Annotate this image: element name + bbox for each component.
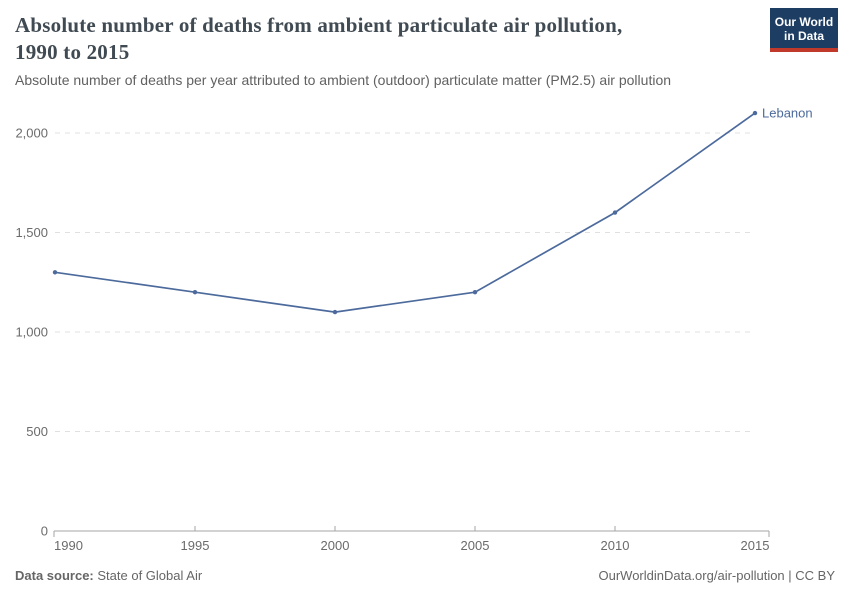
owid-logo[interactable]: Our World in Data — [770, 8, 838, 52]
data-point[interactable] — [332, 309, 338, 315]
chart-subtitle: Absolute number of deaths per year attri… — [15, 72, 672, 88]
data-source-value: State of Global Air — [97, 568, 203, 583]
x-axis-tick-label: 2000 — [321, 538, 350, 553]
page-title: Absolute number of deaths from ambient p… — [15, 12, 622, 66]
chart-footer: Data source: State of Global Air OurWorl… — [15, 568, 835, 583]
y-axis-tick-label: 0 — [41, 524, 48, 539]
data-point[interactable] — [192, 290, 198, 295]
x-axis-tick-label: 2015 — [741, 538, 770, 553]
x-axis-tick-label: 2010 — [601, 538, 630, 553]
series-label-lebanon[interactable]: Lebanon — [762, 106, 813, 121]
data-point[interactable] — [472, 290, 478, 295]
y-axis-tick-label: 1,000 — [15, 325, 48, 340]
data-source-label: Data source: — [15, 568, 94, 583]
data-point[interactable] — [52, 270, 58, 275]
y-axis-tick-label: 2,000 — [15, 126, 48, 141]
data-point[interactable] — [752, 110, 758, 116]
x-axis-tick-label: 1990 — [54, 538, 83, 553]
owid-logo-line-2: in Data — [783, 29, 824, 43]
x-axis-tick-label: 2005 — [461, 538, 490, 553]
series-line-lebanon[interactable] — [54, 112, 756, 313]
page-title-line-2: 1990 to 2015 — [15, 40, 130, 64]
page-title-line-1: Absolute number of deaths from ambient p… — [15, 13, 623, 37]
data-source: Data source: State of Global Air — [15, 568, 202, 583]
y-axis-tick-label: 1,500 — [15, 225, 48, 240]
owid-logo-line-1: Our World — [774, 15, 834, 29]
owid-citation-link[interactable]: OurWorldinData.org/air-pollution | CC BY — [598, 568, 835, 583]
data-point[interactable] — [612, 210, 618, 215]
x-axis-tick-label: 1995 — [181, 538, 210, 553]
y-axis-tick-label: 500 — [26, 424, 48, 439]
